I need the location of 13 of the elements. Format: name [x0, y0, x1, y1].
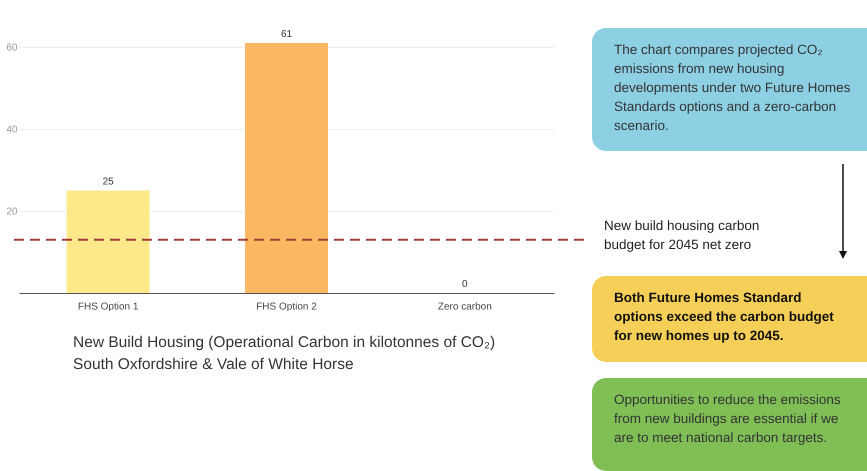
y-tick-label: 60: [6, 42, 18, 54]
data-label: 0: [462, 279, 468, 290]
data-label: 61: [280, 29, 292, 40]
text: Both Future Homes Standard options exceed the carbon budget for new homes up to 2045.: [592, 276, 867, 362]
y-tick-label: 40: [6, 124, 18, 136]
ref-line-label: New build housing carbon budget for 2045 net zero: [604, 216, 760, 254]
text: New Build Housing (Operational Carbon in kilotonnes of CO₂): [73, 334, 496, 352]
data-label: 25: [102, 176, 114, 188]
x-tick-label: Zero carbon: [438, 302, 492, 312]
text: The chart compares projected CO₂ emissions from new housing developments under two Future Homes Standards options and a zero-carbon scenario.: [592, 28, 867, 151]
y-tick-label: 20: [6, 206, 18, 218]
text: South Oxfordshire & Vale of White Horse: [73, 356, 354, 374]
text: Opportunities to reduce the emissions from new buildings are essential if we are to meet national carbon targets.: [592, 378, 867, 471]
